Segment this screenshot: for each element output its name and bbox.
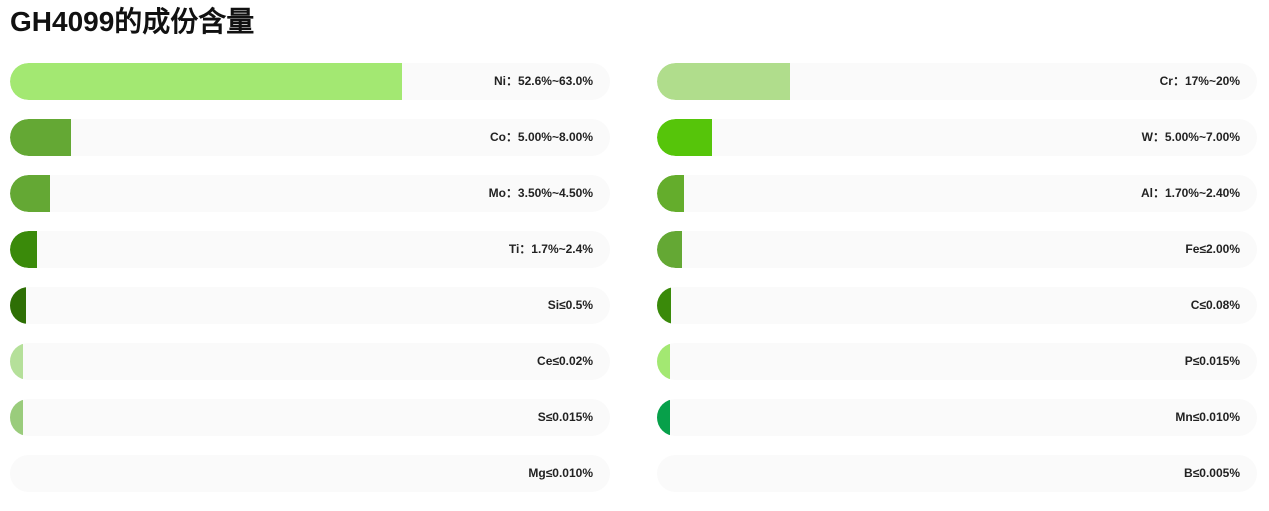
bar-label: P≤0.015% bbox=[1184, 354, 1240, 368]
bar-fill bbox=[657, 119, 713, 156]
bar-fill bbox=[657, 231, 683, 268]
bar-label: Mo：3.50%~4.50% bbox=[488, 186, 593, 200]
bar-label: Ni：52.6%~63.0% bbox=[493, 74, 593, 88]
chart-column-left: Ni：52.6%~63.0% Co：5.00%~8.00% Mo：3.50%~4.5… bbox=[10, 63, 610, 511]
bar-label: Fe≤2.00% bbox=[1185, 242, 1240, 256]
bar-label: Al：1.70%~2.40% bbox=[1140, 186, 1240, 200]
bar-label: Mg≤0.010% bbox=[528, 466, 593, 480]
bar-label: Co：5.00%~8.00% bbox=[489, 130, 593, 144]
bar-fill bbox=[10, 343, 24, 380]
bar-track: Ce≤0.02% bbox=[10, 343, 610, 380]
bar-track: Co：5.00%~8.00% bbox=[10, 119, 610, 156]
bar-track: Mn≤0.010% bbox=[657, 399, 1257, 436]
bar-label: C≤0.08% bbox=[1190, 298, 1240, 312]
bar-fill bbox=[10, 231, 37, 268]
bar-track: C≤0.08% bbox=[657, 287, 1257, 324]
page-title: GH4099的成份含量 bbox=[10, 6, 255, 37]
bar-track: S≤0.015% bbox=[10, 399, 610, 436]
bar-fill bbox=[657, 63, 791, 100]
bar-track: Si≤0.5% bbox=[10, 287, 610, 324]
bar-track: Ni：52.6%~63.0% bbox=[10, 63, 610, 100]
bar-fill bbox=[10, 287, 27, 324]
bar-label: Ti：1.7%~2.4% bbox=[508, 242, 593, 256]
bar-label: Ce≤0.02% bbox=[537, 354, 593, 368]
bar-fill bbox=[657, 175, 684, 212]
bar-track: P≤0.015% bbox=[657, 343, 1257, 380]
bar-track: Ti：1.7%~2.4% bbox=[10, 231, 610, 268]
bar-track: Mo：3.50%~4.50% bbox=[10, 175, 610, 212]
bar-track: Cr：17%~20% bbox=[657, 63, 1257, 100]
bar-label: W：5.00%~7.00% bbox=[1141, 130, 1240, 144]
bar-fill bbox=[10, 175, 51, 212]
bar-fill bbox=[657, 399, 671, 436]
bar-track: W：5.00%~7.00% bbox=[657, 119, 1257, 156]
bar-track: Mg≤0.010% bbox=[10, 455, 610, 492]
bar-label: Mn≤0.010% bbox=[1175, 410, 1240, 424]
bar-fill bbox=[657, 287, 671, 324]
bar-track: Al：1.70%~2.40% bbox=[657, 175, 1257, 212]
chart-column-right: Cr：17%~20% W：5.00%~7.00% Al：1.70%~2.40% Fe≤… bbox=[657, 63, 1257, 511]
bar-fill bbox=[10, 399, 24, 436]
bar-track: Fe≤2.00% bbox=[657, 231, 1257, 268]
bar-fill bbox=[10, 119, 72, 156]
bar-label: Cr：17%~20% bbox=[1159, 74, 1240, 88]
bar-label: S≤0.015% bbox=[537, 410, 593, 424]
bar-fill bbox=[657, 343, 671, 380]
bar-label: Si≤0.5% bbox=[547, 298, 593, 312]
bar-track: B≤0.005% bbox=[657, 455, 1257, 492]
bar-label: B≤0.005% bbox=[1184, 466, 1240, 480]
bar-fill bbox=[10, 63, 402, 100]
